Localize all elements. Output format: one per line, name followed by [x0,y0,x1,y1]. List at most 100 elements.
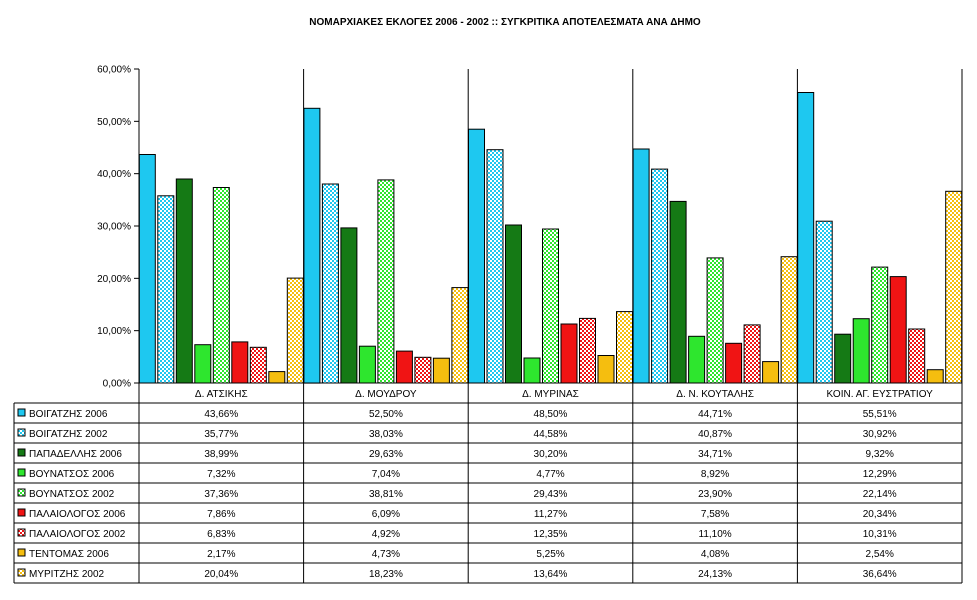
bar-βουνατσος-2002-δ-ατσικης [212,187,230,384]
bar-παπαδελλης-2006-δ-ατσικης [175,178,193,384]
data-label: 38,81% [369,489,403,500]
y-axis: 0,00% 10,00% 20,00% 30,00% 40,00% 50,00% 60,00… [97,65,140,390]
legend-entry: ΠΑΛΑΙΟΛΟΓΟΣ 2002 [29,529,126,540]
bar-τεντομας-2006-δ-ν-κουταλης [762,361,780,384]
bar-μυριτζης-2002-δ-ν-κουταλης [780,256,798,384]
bar-βουνατσος-2002-δ-μυρινας [542,228,559,384]
bar-μυριτζης-2002-κοιν-αγ-ευστρατιου [945,190,963,384]
data-label: 7,86% [207,509,235,520]
bar-βουνατσος-2006-δ-ατσικης [194,344,212,384]
data-label: 24,13% [698,569,732,580]
data-label: 38,03% [369,429,403,440]
bar-παλαιολογος-2002-δ-ν-κουταλης [743,324,761,384]
legend-swatch [17,488,26,497]
bar-παλαιολογος-2006-κοιν-αγ-ευστρατιου [889,276,907,384]
plot-area [138,69,963,384]
bar-παλαιολογος-2006-δ-μουδρου [395,350,413,384]
data-label: 4,73% [372,549,400,560]
data-label: 30,20% [534,449,568,460]
data-label: 11,27% [534,509,567,520]
data-label: 20,04% [204,569,238,580]
bar-βοιγατζης-2006-δ-ν-κουταλης [632,148,650,384]
bar-τεντομας-2006-δ-μουδρου [432,357,450,384]
y-tick-label: 30,00% [97,222,131,233]
legend-swatch [17,408,26,417]
data-label: 40,87% [698,429,732,440]
x-tick-label: Δ. ΜΟΥΔΡΟΥ [355,389,417,400]
data-label: 7,58% [701,509,729,520]
bar-παπαδελλης-2006-κοιν-αγ-ευστρατιου [834,333,852,384]
bar-παπαδελλης-2006-δ-μουδρου [340,227,358,384]
bar-βοιγατζης-2002-δ-ν-κουταλης [651,168,669,384]
data-table: Δ. ΑΤΣΙΚΗΣ Δ. ΜΟΥΔΡΟΥ Δ. ΜΥΡΙΝΑΣ Δ. Ν. ΚΟΥΤ… [13,382,963,584]
legend-swatch [17,448,26,457]
bar-βοιγατζης-2006-δ-μυρινας [468,128,485,384]
data-label: 8,92% [701,469,729,480]
bar-βουνατσος-2002-δ-μουδρου [377,179,395,384]
bar-βουνατσος-2002-δ-ν-κουταλης [706,257,724,384]
bar-βοιγατζης-2002-δ-μουδρου [321,183,339,384]
bar-μυριτζης-2002-δ-μουδρου [451,287,469,384]
bar-βοιγατζης-2006-δ-ατσικης [138,154,156,384]
data-label: 44,58% [534,429,568,440]
data-label: 18,23% [369,569,403,580]
data-label: 2,17% [207,549,235,560]
legend-swatch [17,428,26,437]
data-label: 37,36% [204,489,238,500]
legend-entry: ΒΟΥΝΑΤΣΟΣ 2006 [29,469,115,480]
x-tick-label: ΚΟΙΝ. ΑΓ. ΕΥΣΤΡΑΤΙΟΥ [827,389,934,400]
bar-παπαδελλης-2006-δ-μυρινας [505,224,522,384]
legend-entry: ΤΕΝΤΟΜΑΣ 2006 [29,549,109,560]
legend-swatch [17,528,26,537]
bar-παλαιολογος-2002-κοιν-αγ-ευστρατιου [908,328,926,384]
data-label: 9,32% [866,449,894,460]
bar-μυριτζης-2002-δ-μυρινας [616,311,633,384]
y-tick-label: 20,00% [97,274,131,285]
bar-παλαιολογος-2006-δ-ν-κουταλης [725,342,743,384]
data-label: 5,25% [536,549,564,560]
data-label: 7,32% [207,469,235,480]
y-tick-label: 60,00% [97,65,131,76]
data-label: 12,29% [863,469,897,480]
legend-entry: ΠΑΛΑΙΟΛΟΓΟΣ 2006 [29,509,126,520]
legend-swatch [17,468,26,477]
data-label: 55,51% [863,409,897,420]
legend-entry: ΒΟΥΝΑΤΣΟΣ 2002 [29,489,115,500]
data-label: 34,71% [698,449,732,460]
data-label: 36,64% [863,569,897,580]
data-label: 2,54% [866,549,894,560]
data-label: 44,71% [698,409,732,420]
data-label: 48,50% [534,409,568,420]
bar-παλαιολογος-2002-δ-μυρινας [579,317,596,384]
y-tick-label: 0,00% [103,379,131,390]
bar-βουνατσος-2006-δ-μυρινας [523,357,541,384]
data-label: 29,43% [534,489,568,500]
bar-βοιγατζης-2002-δ-ατσικης [157,195,175,384]
bar-βοιγατζης-2002-δ-μυρινας [486,149,504,384]
bar-βουνατσος-2006-δ-ν-κουταλης [688,335,706,384]
data-label: 52,50% [369,409,403,420]
data-label: 22,14% [863,489,897,500]
bar-τεντομας-2006-δ-μυρινας [597,355,615,384]
x-tick-label: Δ. ΜΥΡΙΝΑΣ [522,389,579,400]
bar-παπαδελλης-2006-δ-ν-κουταλης [669,200,687,384]
bar-βουνατσος-2002-κοιν-αγ-ευστρατιου [871,266,889,384]
data-label: 43,66% [204,409,238,420]
data-label: 30,92% [863,429,897,440]
data-label: 6,83% [207,529,235,540]
legend-entry: ΠΑΠΑΔΕΛΛΗΣ 2006 [29,449,122,460]
data-label: 11,10% [699,529,732,540]
data-label: 4,92% [372,529,400,540]
bar-παλαιολογος-2002-δ-ατσικης [249,346,267,384]
data-label: 35,77% [204,429,238,440]
data-label: 29,63% [369,449,403,460]
legend-entry: ΒΟΙΓΑΤΖΗΣ 2006 [29,409,108,420]
data-label: 23,90% [698,489,732,500]
bar-παλαιολογος-2002-δ-μουδρου [414,356,432,384]
bar-μυριτζης-2002-δ-ατσικης [286,277,304,384]
bar-βουνατσος-2006-κοιν-αγ-ευστρατιου [852,318,870,384]
data-label: 4,08% [701,549,729,560]
x-tick-label: Δ. ΑΤΣΙΚΗΣ [195,389,248,400]
data-label: 6,09% [372,509,400,520]
